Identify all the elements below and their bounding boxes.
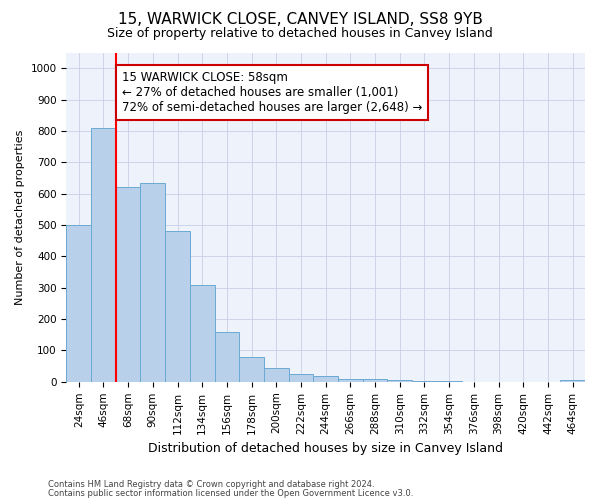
Bar [67, 225, 91, 382]
Bar [215, 332, 239, 382]
Bar [116, 188, 140, 382]
Bar [437, 381, 461, 382]
Bar [91, 128, 116, 382]
Bar [165, 232, 190, 382]
Bar [560, 380, 585, 382]
Bar [190, 284, 215, 382]
Text: Contains public sector information licensed under the Open Government Licence v3: Contains public sector information licen… [48, 488, 413, 498]
Text: 15, WARWICK CLOSE, CANVEY ISLAND, SS8 9YB: 15, WARWICK CLOSE, CANVEY ISLAND, SS8 9Y… [118, 12, 482, 28]
Bar [264, 368, 289, 382]
Bar [140, 182, 165, 382]
X-axis label: Distribution of detached houses by size in Canvey Island: Distribution of detached houses by size … [148, 442, 503, 455]
Y-axis label: Number of detached properties: Number of detached properties [15, 130, 25, 305]
Bar [239, 356, 264, 382]
Bar [388, 380, 412, 382]
Bar [338, 378, 363, 382]
Text: Size of property relative to detached houses in Canvey Island: Size of property relative to detached ho… [107, 28, 493, 40]
Text: 15 WARWICK CLOSE: 58sqm
← 27% of detached houses are smaller (1,001)
72% of semi: 15 WARWICK CLOSE: 58sqm ← 27% of detache… [122, 72, 422, 114]
Bar [363, 380, 388, 382]
Bar [412, 381, 437, 382]
Bar [289, 374, 313, 382]
Bar [313, 376, 338, 382]
Text: Contains HM Land Registry data © Crown copyright and database right 2024.: Contains HM Land Registry data © Crown c… [48, 480, 374, 489]
